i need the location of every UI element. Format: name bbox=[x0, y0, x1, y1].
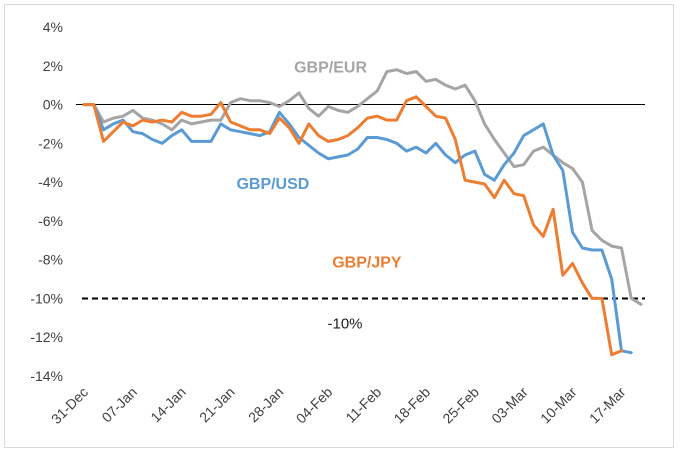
x-tick-label: 14-Jan bbox=[147, 384, 189, 426]
x-tick-label: 07-Jan bbox=[98, 384, 140, 426]
y-tick-label: -6% bbox=[38, 213, 63, 229]
y-tick-label: 0% bbox=[43, 97, 63, 113]
y-tick-label: -2% bbox=[38, 135, 63, 151]
x-tick-label: 11-Feb bbox=[342, 384, 384, 426]
series-line-gbp-jpy bbox=[82, 95, 623, 357]
y-axis-tick-labels: 4% 2% 0% -2% -4% -6% -8% -10% -12% -14% bbox=[30, 19, 63, 384]
series-label-gbp-eur: GBP/EUR bbox=[294, 60, 367, 77]
y-tick-label: 2% bbox=[43, 58, 63, 74]
reference-line-label: -10% bbox=[327, 315, 362, 332]
x-tick-label: 21-Jan bbox=[196, 384, 238, 426]
x-tick-label: 18-Feb bbox=[390, 384, 433, 427]
reference-line-layer: -10% bbox=[82, 297, 645, 332]
line-chart: 4% 2% 0% -2% -4% -6% -8% -10% -12% -14% -10% GBP/… bbox=[30, 19, 645, 427]
x-tick-label: 10-Mar bbox=[537, 384, 580, 427]
y-tick-label: -12% bbox=[30, 329, 63, 345]
series-label-gbp-jpy: GBP/JPY bbox=[332, 254, 402, 271]
series-label-gbp-usd: GBP/USD bbox=[236, 176, 309, 193]
x-tick-label: 03-Mar bbox=[488, 384, 531, 427]
y-tick-label: -10% bbox=[30, 290, 63, 306]
x-tick-label: 04-Feb bbox=[293, 384, 336, 427]
series-line-gbp-usd bbox=[82, 103, 633, 355]
y-tick-label: -14% bbox=[30, 368, 63, 384]
x-tick-label: 25-Feb bbox=[439, 384, 482, 427]
x-tick-label: 17-Mar bbox=[586, 384, 629, 427]
y-tick-label: -8% bbox=[38, 252, 63, 268]
y-tick-label: -4% bbox=[38, 174, 63, 190]
x-axis-tick-labels: 31-Dec 07-Jan 14-Jan 21-Jan 28-Jan 04-Feb 11-F… bbox=[48, 384, 629, 427]
series-labels-layer: GBP/EUR GBP/USD GBP/JPY bbox=[236, 60, 401, 272]
y-tick-label: 4% bbox=[43, 19, 63, 35]
series-lines-layer bbox=[82, 68, 643, 357]
x-tick-label: 31-Dec bbox=[48, 384, 91, 427]
series-line-gbp-eur bbox=[82, 68, 643, 306]
x-tick-label: 28-Jan bbox=[245, 384, 287, 426]
chart-frame: 4% 2% 0% -2% -4% -6% -8% -10% -12% -14% -10% GBP/… bbox=[4, 4, 674, 448]
